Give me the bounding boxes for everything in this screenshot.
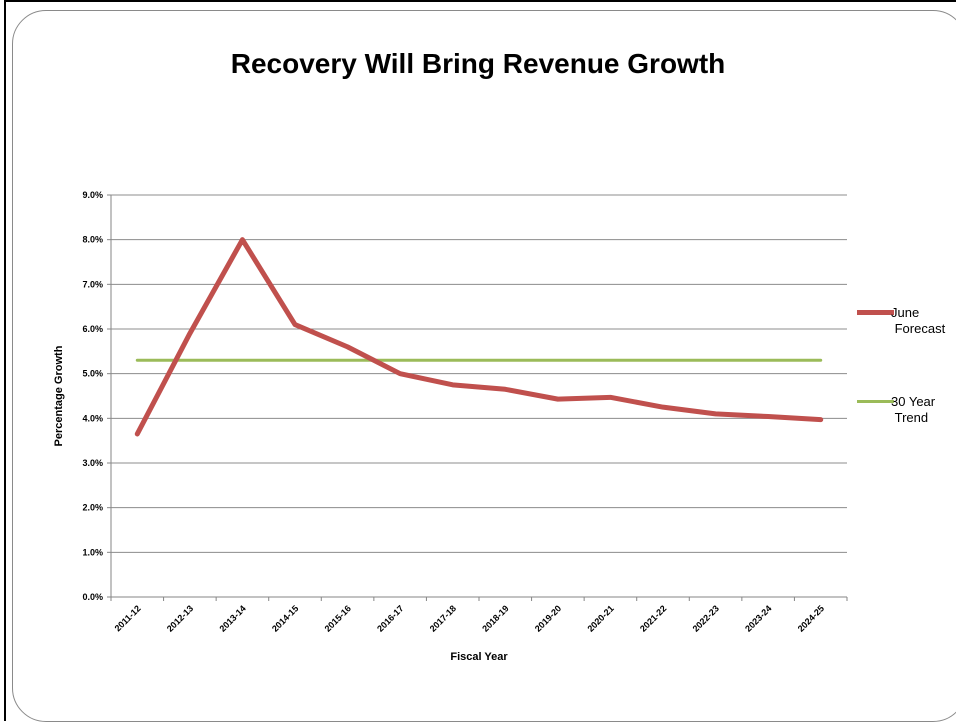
y-tick-label: 8.0% — [82, 235, 103, 245]
legend-swatch-june-forecast — [857, 310, 894, 315]
y-tick-label: 9.0% — [82, 190, 103, 200]
x-tick-label: 2019-20 — [533, 603, 563, 633]
slide-card — [12, 10, 956, 722]
legend-label-june-forecast: June Forecast — [891, 305, 946, 336]
x-tick-label: 2011-12 — [113, 603, 143, 633]
x-tick-label: 2024-25 — [796, 603, 826, 633]
y-axis-title: Percentage Growth — [53, 345, 65, 446]
frame-left-border — [4, 0, 6, 721]
y-tick-label: 3.0% — [82, 458, 103, 468]
x-tick-label: 2023-24 — [743, 603, 773, 633]
y-tick-label: 4.0% — [82, 413, 103, 423]
y-tick-label: 0.0% — [82, 592, 103, 602]
y-tick-label: 7.0% — [82, 279, 103, 289]
x-tick-label: 2022-23 — [691, 603, 721, 633]
x-tick-label: 2021-22 — [638, 603, 668, 633]
series-line-june-forecast — [134, 237, 824, 437]
legend-label-30-year-trend: 30 Year Trend — [891, 394, 936, 425]
y-tick-label: 5.0% — [82, 369, 103, 379]
chart-title: Recovery Will Bring Revenue Growth — [230, 48, 726, 79]
frame-top-border — [4, 0, 956, 2]
legend-swatch-30-year-trend — [857, 400, 894, 403]
x-tick-label: 2018-19 — [480, 603, 510, 633]
x-tick-label: 2017-18 — [428, 603, 458, 633]
x-tick-label: 2013-14 — [217, 603, 247, 633]
x-axis-title: Fiscal Year — [450, 651, 508, 663]
x-tick-label: 2012-13 — [165, 603, 195, 633]
y-tick-label: 2.0% — [82, 503, 103, 513]
y-tick-label: 6.0% — [82, 324, 103, 334]
x-tick-label: 2020-21 — [585, 603, 615, 633]
x-tick-label: 2016-17 — [375, 603, 405, 633]
x-tick-label: 2014-15 — [270, 603, 300, 633]
y-tick-label: 1.0% — [82, 547, 103, 557]
x-tick-label: 2015-16 — [323, 603, 353, 633]
